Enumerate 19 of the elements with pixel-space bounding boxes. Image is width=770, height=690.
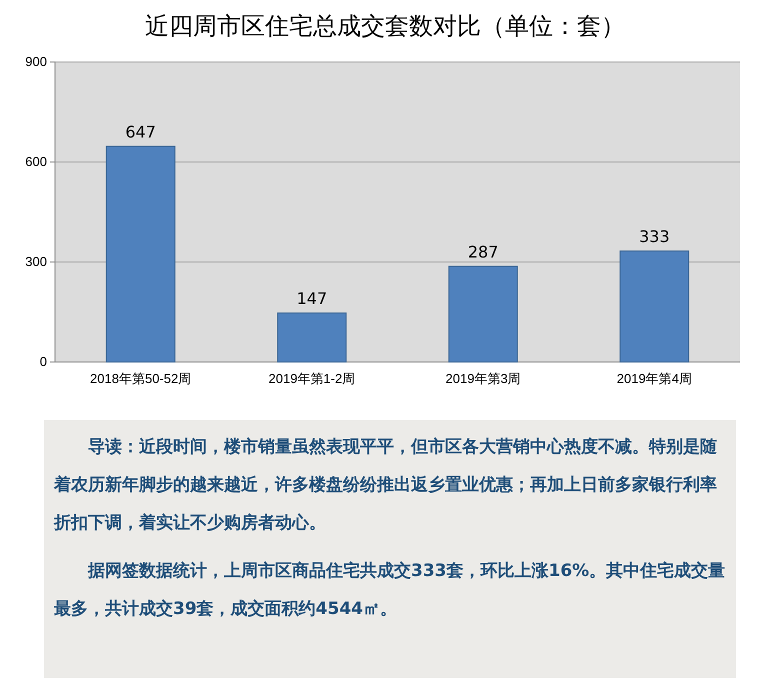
text: 导读：近段时间，楼市销量虽然表现平平，但市区各大营销中心热度不减。特别是随着农历新年脚步的越来越近，许多楼盘纷纷推出返乡置业优惠；再加上日前多家银行利率折扣下调，着实让不少购房者动心。 bbox=[54, 436, 718, 535]
y-tick-label: 0 bbox=[40, 354, 47, 370]
bar bbox=[620, 250, 690, 362]
bar bbox=[277, 312, 347, 362]
bar bbox=[448, 266, 518, 362]
chart-title: 近四周市区住宅总成交套数对比（单位：套） bbox=[145, 12, 625, 40]
data-label: 647 bbox=[125, 122, 156, 142]
bar bbox=[106, 146, 176, 362]
y-tick-label: 900 bbox=[25, 54, 47, 70]
data-label: 287 bbox=[468, 242, 498, 262]
x-tick-label: 2019年第4周 bbox=[616, 371, 692, 386]
data-label: 333 bbox=[639, 227, 670, 246]
text: 据网签数据统计，上周市区商品住宅共成交333套，环比上涨16%。其中住宅成交量最多，共计成交39套，成交面积约4544㎡。 bbox=[54, 560, 726, 621]
data-label: 147 bbox=[296, 289, 328, 308]
x-tick-label: 2019年第3周 bbox=[446, 371, 521, 386]
y-tick-label: 300 bbox=[25, 254, 47, 270]
x-tick-label: 2019年第1-2周 bbox=[268, 371, 356, 386]
x-tick-label: 2018年第50-52周 bbox=[90, 371, 192, 386]
y-tick-label: 600 bbox=[25, 154, 47, 170]
